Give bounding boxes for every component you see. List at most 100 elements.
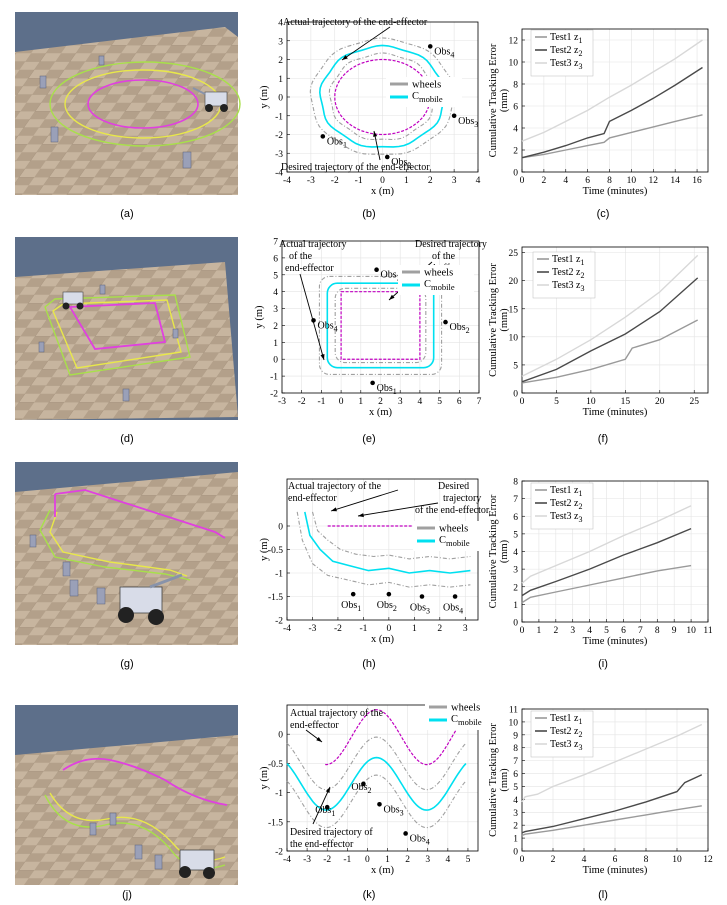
mobile-path [326,282,435,369]
y-tick-label: -1.5 [268,593,283,603]
y-tick-label: -4 [275,169,283,179]
obstacle-dot-1 [386,591,392,597]
x-tick-label: 12 [649,176,659,186]
x-tick-label: 6 [457,397,462,407]
x-axis-label: Time (minutes) [583,186,648,197]
wheels-path-0 [286,774,467,829]
y-tick-label: 0 [513,848,518,858]
mobile-path [286,756,467,811]
x-tick-label: 4 [587,626,592,636]
y-tick-label: 7 [513,757,518,767]
obstacle-label-1: Obs2 [351,782,371,795]
y-tick-label: 4 [513,125,518,135]
legend-label-mobile: Cmobile [412,91,443,104]
y-tick-label: 3 [278,37,283,47]
caption-k: (k) [363,889,376,901]
obstacle-dot-1 [361,781,366,787]
wheels-path-0 [296,511,471,588]
y-axis-label: Cumulative Tracking Error [488,263,499,377]
x-axis-label: Time (minutes) [583,865,648,876]
annotation-text-3: trajectory [443,493,481,504]
wheels-path-0 [309,37,456,155]
x-tick-label: 15 [621,397,631,407]
obstacle-label-3: Obs1 [377,383,397,396]
obstacle-icons [29,534,106,605]
arrow-head-1 [373,131,378,137]
x-tick-label: 0 [339,397,344,407]
legend-label-2: Test2 z2 [550,726,582,739]
y-tick-label: 5 [273,271,278,281]
annotation-text-2: Desired [438,481,469,492]
wheels-path-0 [318,275,443,375]
chart-h: -4 -3 -2 -1 0 1 2 3-2-1.5-1-0.50x (m)y (m)Obs1 O… [259,478,490,645]
y-tick-label: 0 [273,356,278,366]
x-tick-label: 6 [613,855,618,865]
legend-label-3: Test3 z3 [550,739,582,752]
y-tick-label: 5 [513,530,518,540]
desired-ee-path [334,58,431,136]
y-tick-label: 4 [273,288,278,298]
series-line-1 [521,319,699,384]
y-tick-label: 2 [273,322,278,332]
y-tick-label: 0 [513,619,518,629]
y-tick-label: 0 [278,523,283,533]
robot-icon [179,849,215,879]
wheels-path-1 [334,287,427,364]
y-tick-label: 2 [513,583,518,593]
series-line-3 [521,505,692,584]
annotation-text-4: of the [432,251,456,262]
caption-l: (l) [598,889,608,901]
x-tick-label: 8 [607,176,612,186]
x-tick-label: -4 [283,855,291,865]
y-tick-label: -0.5 [268,760,283,770]
x-tick-label: -4 [283,176,291,186]
legend-label-3: Test3 z3 [552,280,584,293]
x-tick-label: 2 [551,855,556,865]
robot-icon [192,87,228,112]
series-line-1 [521,114,703,159]
arrow-head-0 [331,507,337,512]
caption-j: (j) [122,889,132,901]
x-tick-label: 0 [520,626,525,636]
caption-a: (a) [120,208,133,220]
x-tick-label: 4 [418,397,423,407]
legend-label-1: Test1 z1 [550,32,582,45]
y-tick-label: 7 [513,495,518,505]
legend-label-wheels: wheels [451,703,480,714]
legend-label-2: Test2 z2 [550,498,582,511]
series-line-3 [521,723,703,803]
x-axis-label: Time (minutes) [583,636,648,647]
x-tick-label: 25 [689,397,699,407]
y-tick-label: 15 [509,305,519,315]
y-tick-label: 25 [509,249,519,259]
y-tick-label: 0 [513,390,518,400]
caption-c: (c) [597,208,610,220]
y-tick-label: 8 [513,81,518,91]
y-axis-label: y (m) [259,766,270,790]
annotation-arrow-0 [330,489,399,512]
x-tick-label: 2 [437,624,442,634]
y-tick-label: 5 [513,361,518,371]
y-tick-label: 10 [509,59,519,69]
mobile-path [318,44,447,148]
y-tick-label: 4 [513,548,518,558]
x-tick-label: 16 [692,176,702,186]
x-axis-label: Time (minutes) [583,407,648,418]
x-tick-label: 8 [655,626,660,636]
x-tick-label: -3 [307,176,315,186]
x-tick-label: 3 [463,624,468,634]
obstacle-icons [39,55,192,169]
series-line-3 [521,254,699,377]
x-tick-label: 0 [520,855,525,865]
x-tick-label: 1 [358,397,363,407]
obstacle-dot-2 [443,319,448,325]
x-tick-label: -1 [359,624,367,634]
x-tick-label: 2 [553,626,558,636]
x-tick-label: 2 [378,397,383,407]
caption-g: (g) [120,658,133,670]
y-tick-label: 0 [278,731,283,741]
y-tick-label: 4 [513,796,518,806]
chart-i: 0 1 2 3 4 5 6 7 8 9 10 11 0 1 2 3 4 5 6 7 8 Time (minutes) Cum… [488,478,713,648]
obstacle-label-3: Obs1 [327,136,347,149]
x-tick-label: 6 [621,626,626,636]
